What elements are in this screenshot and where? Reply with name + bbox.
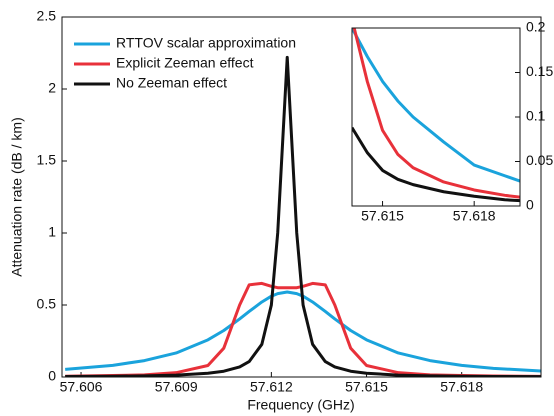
y-tick-label: 0.05 (526, 152, 553, 168)
x-tick-label: 57.618 (453, 208, 496, 224)
y-tick-label: 1.5 (37, 152, 57, 168)
series-line (352, 28, 520, 199)
series-line (65, 281, 541, 377)
series-line (352, 126, 520, 203)
plot-border (61, 16, 542, 378)
y-tick-label: 2 (48, 80, 56, 96)
y-tick-label: 2.5 (37, 8, 57, 24)
x-tick-label: 57.615 (345, 379, 388, 395)
x-tick-label: 57.612 (250, 379, 293, 395)
y-tick-label: 0.2 (526, 19, 546, 35)
series-line (65, 55, 541, 377)
y-tick-label: 0.15 (526, 63, 553, 79)
x-tick-label: 57.618 (440, 379, 483, 395)
legend-label: No Zeeman effect (116, 75, 227, 91)
legend-label: Explicit Zeeman effect (116, 55, 254, 71)
series-line (352, 28, 520, 183)
plot-lines (65, 55, 541, 377)
y-tick-label: 0 (526, 197, 534, 213)
legend-label: RTTOV scalar approximation (116, 35, 296, 51)
x-tick-label: 57.609 (155, 379, 198, 395)
x-tick-label: 57.615 (361, 208, 404, 224)
y-tick-label: 0 (48, 368, 56, 384)
y-tick-label: 1 (48, 224, 56, 240)
y-axis-label: Attenuation rate (dB / km) (9, 117, 25, 277)
plot-frame (351, 27, 521, 207)
x-tick-label: 57.606 (60, 379, 103, 395)
plot-border (351, 27, 521, 207)
y-tick-label: 0.5 (37, 296, 57, 312)
plot-lines (352, 28, 520, 203)
series-line (65, 290, 541, 373)
x-axis-label: Frequency (GHz) (247, 397, 354, 413)
y-tick-label: 0.1 (526, 108, 546, 124)
